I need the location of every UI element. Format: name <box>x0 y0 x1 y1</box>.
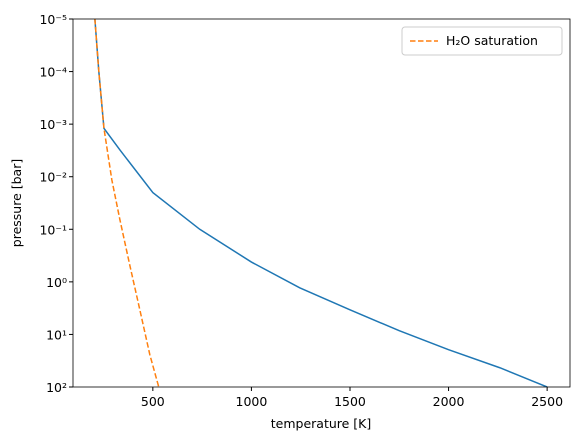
y-tick-label: 10⁻² <box>39 170 67 185</box>
legend-box <box>401 26 563 56</box>
data-line <box>94 19 160 387</box>
x-axis-label: temperature [K] <box>271 416 372 431</box>
x-tick-label: 1500 <box>334 394 366 409</box>
y-tick-label: 10⁻³ <box>39 117 67 132</box>
legend-label: H₂O saturation <box>446 33 538 48</box>
plot-area <box>94 19 548 387</box>
y-axis-label: pressure [bar] <box>9 159 24 247</box>
y-tick-label: 10² <box>46 380 67 395</box>
y-tick-label: 10⁻⁵ <box>39 12 67 27</box>
x-tick-label: 500 <box>141 394 165 409</box>
data-line <box>94 19 548 387</box>
x-tick-label: 2000 <box>433 394 465 409</box>
axes-frame <box>72 18 571 388</box>
x-tick-label: 2500 <box>531 394 563 409</box>
y-tick-label: 10⁻¹ <box>39 222 67 237</box>
y-tick-label: 10⁻⁴ <box>39 65 67 80</box>
x-tick-label: 1000 <box>236 394 268 409</box>
y-tick-label: 10⁰ <box>46 275 67 290</box>
y-tick-label: 10¹ <box>46 327 67 342</box>
